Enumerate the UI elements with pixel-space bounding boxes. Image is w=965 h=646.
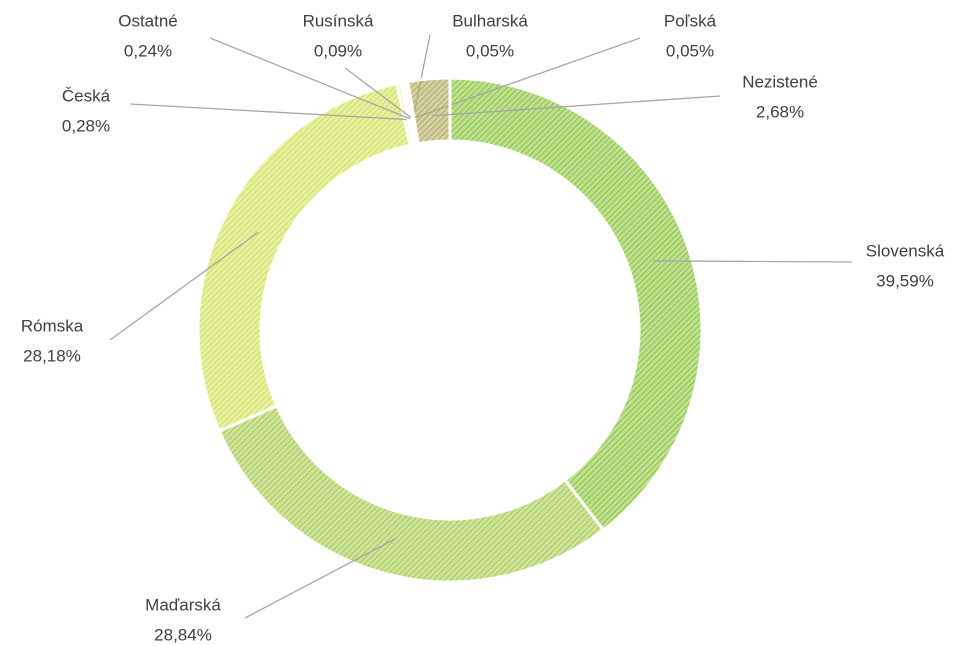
leader-line <box>109 231 259 341</box>
leader-line <box>244 537 397 619</box>
slice-label-value: 0,05% <box>466 41 514 60</box>
donut-slice <box>448 76 704 533</box>
donut-slice <box>217 403 606 584</box>
slice-label-name: Poľská <box>664 11 717 30</box>
slice-label-name: Slovenská <box>866 241 945 260</box>
slice-label-name: Rómska <box>21 316 84 335</box>
leader-line <box>209 37 411 120</box>
leader-line <box>129 103 407 121</box>
slice-label-value: 0,05% <box>666 41 714 60</box>
slice-label-value: 0,09% <box>314 41 362 60</box>
leader-line <box>431 95 721 117</box>
slice-label-value: 0,24% <box>124 41 172 60</box>
slice-label-name: Bulharská <box>452 11 528 30</box>
slice-label-value: 28,18% <box>23 346 81 365</box>
slice-label-name: Česká <box>62 86 111 105</box>
slice-label-name: Nezistené <box>742 72 818 91</box>
donut-slice <box>196 81 412 434</box>
slice-label-name: Rusínská <box>303 11 374 30</box>
slice-label-value: 28,84% <box>154 625 212 644</box>
donut-slice <box>406 76 452 146</box>
slice-label-value: 39,59% <box>876 271 934 290</box>
leader-line <box>344 67 413 119</box>
slice-label-value: 0,28% <box>62 116 110 135</box>
slice-label-value: 2,68% <box>756 102 804 121</box>
slice-label-name: Maďarská <box>145 595 221 614</box>
leader-line <box>653 260 853 263</box>
slice-label-name: Ostatné <box>118 11 178 30</box>
